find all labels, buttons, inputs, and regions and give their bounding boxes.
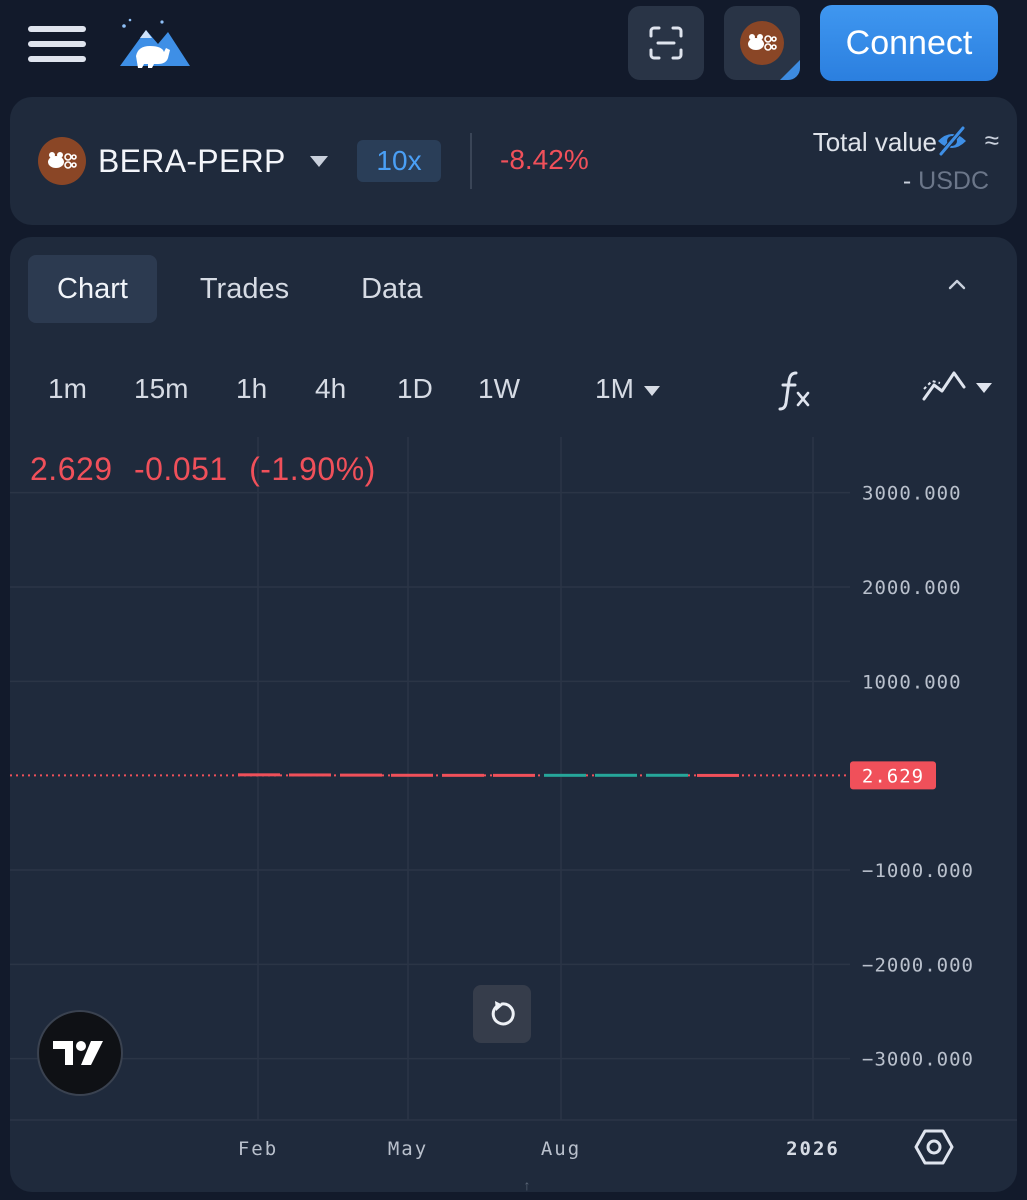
interval-1w[interactable]: 1W <box>478 373 520 404</box>
y-tick-label: −1000.000 <box>862 860 974 882</box>
chevron-up-icon[interactable] <box>945 273 969 297</box>
price-chart[interactable]: 3000.000 2000.000 1000.000 −1000.000 −2000.0… <box>10 437 1017 1192</box>
tab-trades[interactable]: Trades <box>199 272 290 305</box>
approx-symbol: ≈ <box>984 125 999 155</box>
scan-icon <box>649 26 683 60</box>
x-tick-label: May <box>388 1138 428 1160</box>
connect-button[interactable]: Connect <box>820 5 998 81</box>
leverage-badge[interactable]: 10x <box>357 140 441 182</box>
hexagon-settings-icon[interactable] <box>914 1127 954 1167</box>
reset-chart-button[interactable] <box>473 985 531 1043</box>
tradingview-logo[interactable] <box>37 1010 123 1096</box>
x-tick-label: Aug <box>541 1138 581 1160</box>
chevron-down-icon <box>309 155 328 167</box>
account-avatar-button[interactable] <box>724 6 800 80</box>
last-price-badge <box>850 761 936 790</box>
y-tick-label: −3000.000 <box>862 1049 974 1071</box>
candle <box>238 773 280 777</box>
chart-panel: Chart Trades Data 1m 15m 1h 4h 1D 1W 1M … <box>10 237 1017 1192</box>
eye-off-icon[interactable] <box>935 125 969 157</box>
interval-toolbar: 1m 15m 1h 4h 1D 1W 1M <box>10 367 1017 417</box>
bear-avatar-icon <box>740 21 784 65</box>
total-value-label: Total value <box>812 127 937 157</box>
interval-4h[interactable]: 4h <box>315 373 347 404</box>
scan-button[interactable] <box>628 6 704 80</box>
candle <box>697 773 739 777</box>
market-summary-card: BERA-PERP 10x -8.42% Total value ≈ - USD… <box>10 97 1017 225</box>
candle <box>544 773 586 777</box>
legend-price: 2.629 <box>30 451 113 487</box>
indicators-icon[interactable] <box>922 367 994 407</box>
legend-change-pct: (-1.90%) <box>249 451 376 487</box>
panel-tabs: Chart Trades Data <box>28 255 465 323</box>
market-selector[interactable]: BERA-PERP <box>38 137 328 185</box>
top-bar: Connect <box>0 0 1027 90</box>
tab-chart[interactable]: Chart <box>28 255 157 323</box>
candle <box>493 773 535 777</box>
x-tick-label: Feb <box>238 1138 278 1160</box>
interval-1h[interactable]: 1h <box>236 373 268 404</box>
avatar-corner-indicator <box>780 60 800 80</box>
candle <box>442 773 484 777</box>
total-value-unit: USDC <box>918 167 989 195</box>
chevron-down-icon <box>643 385 660 396</box>
selected-interval: 1M <box>595 373 634 404</box>
x-tick-label: 2026 <box>786 1138 840 1160</box>
interval-1d[interactable]: 1D <box>397 373 433 404</box>
function-fx-icon[interactable] <box>778 367 814 411</box>
price-change-percent: -8.42% <box>500 144 589 175</box>
y-tick-label: 3000.000 <box>862 483 962 505</box>
interval-dropdown[interactable]: 1M <box>595 373 660 405</box>
ohlc-legend: 2.629 -0.051 (-1.90%) <box>30 451 388 488</box>
last-price-label: 2.629 <box>862 765 924 787</box>
tab-data[interactable]: Data <box>361 272 423 305</box>
divider <box>470 133 472 189</box>
bera-token-icon <box>38 137 86 185</box>
interval-15m[interactable]: 15m <box>134 373 189 404</box>
market-symbol: BERA-PERP <box>98 142 286 179</box>
reset-icon <box>491 1001 515 1026</box>
y-tick-label: 1000.000 <box>862 671 962 693</box>
hamburger-menu-icon[interactable] <box>28 24 88 64</box>
y-tick-label: 2000.000 <box>862 577 962 599</box>
candle <box>289 773 331 777</box>
scroll-hint-icon: ↑ <box>524 1177 531 1192</box>
candle <box>646 773 688 777</box>
chart-canvas[interactable]: 3000.000 2000.000 1000.000 −1000.000 −2000.0… <box>10 437 1017 1192</box>
legend-change: -0.051 <box>133 451 228 487</box>
total-value: - USDC <box>903 167 989 196</box>
candle <box>391 773 433 777</box>
y-tick-label: −2000.000 <box>862 954 974 976</box>
candle <box>340 773 382 777</box>
total-value-amount: - <box>902 167 912 195</box>
candle <box>595 773 637 777</box>
bear-mountain-logo[interactable] <box>116 16 192 70</box>
interval-1m[interactable]: 1m <box>48 373 87 404</box>
